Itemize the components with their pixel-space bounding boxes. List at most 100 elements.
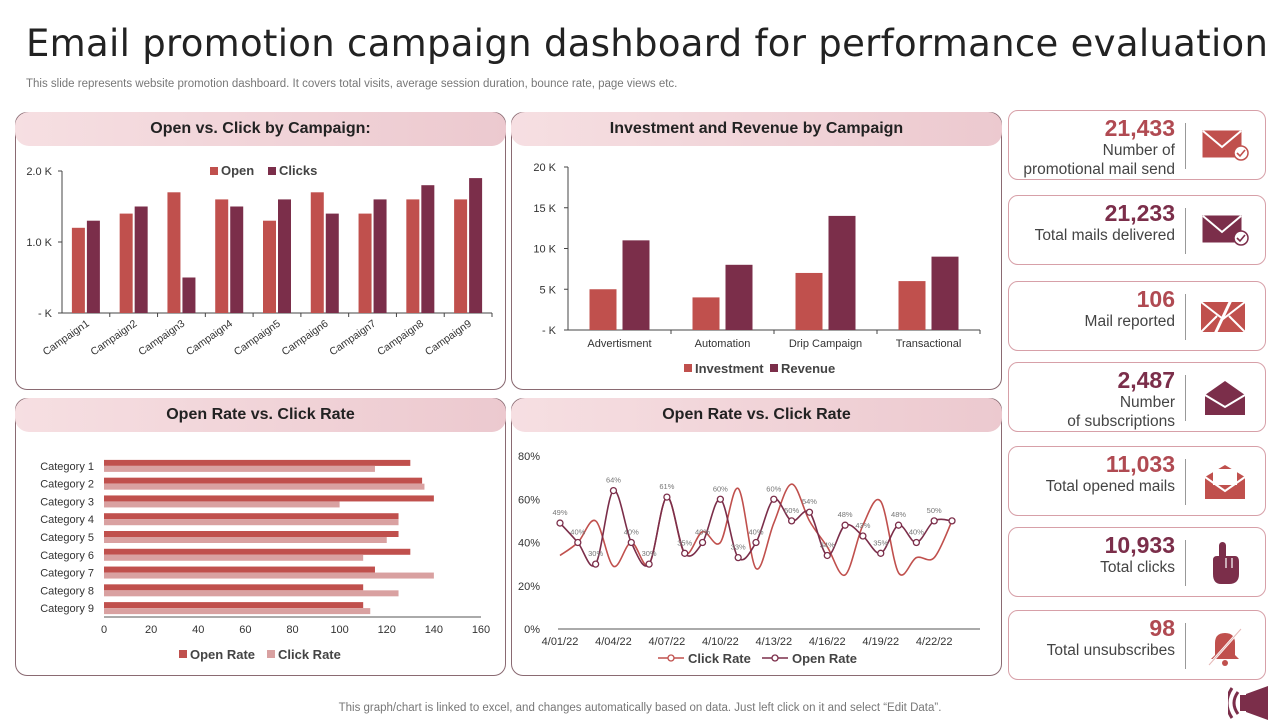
bar-open [119, 213, 133, 313]
open-rate-point [894, 521, 903, 529]
pointing-hand-icon [1213, 542, 1239, 584]
bar-click-rate [104, 590, 399, 597]
rate-line-chart[interactable]: 0% 20% 40% 60% 80% 4/01/22 4/04/22 4/07/22 4/10/… [512, 399, 1003, 677]
data-label: 61% [659, 482, 674, 491]
bar-revenue [931, 256, 959, 330]
kpi-label: Number [1119, 394, 1175, 411]
kpi-card[interactable]: 98 Total unsubscribes [1008, 610, 1266, 680]
bar-click-rate [104, 519, 399, 526]
bar-open [454, 199, 468, 313]
data-label: 35% [677, 538, 692, 547]
open-rate-point [823, 551, 831, 560]
y-tick-label: Category 4 [40, 514, 94, 526]
bar-revenue [725, 264, 753, 330]
x-tick-label: Campaign8 [375, 318, 426, 359]
y-tick-label: Category 2 [40, 479, 94, 491]
y-tick-label: - K [38, 308, 53, 320]
bar-open-rate [104, 459, 411, 466]
x-tick-label: Campaign4 [184, 318, 235, 359]
kpi-value: 2,487 [1117, 367, 1175, 393]
investment-revenue-chart[interactable]: - K 5 K 10 K 15 K 20 K Advertisment Automation… [512, 113, 1003, 391]
kpi-label: Total clicks [1100, 559, 1175, 576]
bar-open [263, 220, 276, 313]
line-open-rate [559, 489, 953, 567]
legend-label: Investment [695, 361, 764, 376]
x-tick-label: 40 [192, 624, 204, 636]
data-label: 54% [802, 497, 817, 506]
open-rate-point [734, 553, 742, 562]
bar-clicks [469, 178, 483, 313]
kpi-text: 21,233 Total mails delivered [1035, 200, 1175, 245]
x-tick-label: 4/19/22 [862, 636, 899, 648]
y-tick-label: Category 7 [40, 568, 94, 580]
x-tick-label: 100 [330, 624, 348, 636]
kpi-value: 10,933 [1104, 532, 1175, 558]
kpi-text: 2,487 Number of subscriptions [1067, 367, 1175, 431]
bar-click-rate [104, 554, 364, 561]
x-tick-label: Campaign6 [280, 318, 331, 359]
legend-marker [771, 654, 779, 662]
open-rate-point [912, 538, 921, 547]
bar-open [310, 192, 324, 313]
chart-panel-investment-revenue[interactable]: Investment and Revenue by Campaign - K 5 … [511, 112, 1002, 390]
open-rate-point [752, 538, 760, 547]
kpi-card[interactable]: 21,433 Number of promotional mail send [1008, 110, 1266, 180]
bar-open-rate [104, 477, 423, 484]
data-label: 48% [838, 510, 853, 519]
data-label: 34% [820, 540, 835, 549]
mail-check-icon [1202, 215, 1249, 246]
legend-label: Revenue [781, 361, 835, 376]
data-label: 40% [909, 528, 924, 537]
kpi-value: 98 [1149, 615, 1175, 641]
bar-open-rate [104, 513, 399, 520]
kpi-card[interactable]: 106 Mail reported [1008, 281, 1266, 351]
bar-investment [692, 297, 720, 330]
open-vs-click-chart[interactable]: - K 1.0 K 2.0 K Campaign1Campaign2Campaign3… [16, 113, 507, 391]
x-tick-label: 80 [286, 624, 298, 636]
bar-clicks [86, 220, 100, 313]
kpi-card[interactable]: 11,033 Total opened mails [1008, 446, 1266, 516]
open-rate-point [645, 560, 653, 568]
x-tick-label: Drip Campaign [789, 338, 862, 350]
data-label: 48% [891, 510, 906, 519]
kpi-card[interactable]: 21,233 Total mails delivered [1008, 195, 1266, 265]
chart-title: Open Rate vs. Click Rate [511, 398, 1002, 432]
mail-reported-icon [1200, 299, 1246, 335]
bar-open [358, 213, 372, 313]
legend-label: Open [221, 163, 254, 178]
legend-swatch [684, 364, 692, 372]
bar-clicks [182, 277, 196, 313]
kpi-text: 98 Total unsubscribes [1047, 615, 1175, 660]
chart-panel-rate-bars[interactable]: Open Rate vs. Click Rate 0 20 40 60 80 100 120… [15, 398, 506, 676]
x-tick-label: 60 [239, 624, 251, 636]
kpi-label: promotional mail send [1023, 161, 1175, 178]
legend-label: Open Rate [792, 651, 857, 666]
kpi-card[interactable]: 2,487 Number of subscriptions [1008, 362, 1266, 432]
open-rate-point [930, 517, 938, 525]
open-rate-point [770, 495, 778, 503]
data-label: 40% [695, 528, 710, 537]
open-rate-point [556, 519, 564, 527]
legend-label: Open Rate [190, 647, 255, 662]
kpi-value: 21,433 [1104, 115, 1175, 141]
x-tick-label: 20 [145, 624, 157, 636]
open-rate-point [805, 508, 814, 516]
kpi-label: Total unsubscribes [1046, 642, 1175, 659]
y-tick-label: 15 K [533, 203, 556, 215]
chart-panel-rate-lines[interactable]: Open Rate vs. Click Rate 0% 20% 40% 60% 80% 4… [511, 398, 1002, 676]
y-tick-label: Category 6 [40, 550, 94, 562]
kpi-label: Number of [1102, 142, 1175, 159]
y-tick-label: 40% [518, 538, 540, 550]
x-tick-label: 4/13/22 [755, 636, 792, 648]
rate-bar-chart[interactable]: 0 20 40 60 80 100 120 140 160 Category 1 Category … [16, 399, 507, 677]
kpi-card[interactable]: 10,933 Total clicks [1008, 527, 1266, 597]
x-tick-label: Automation [695, 338, 751, 350]
open-rate-point [627, 538, 635, 547]
chart-panel-open-vs-click[interactable]: Open vs. Click by Campaign: - K 1.0 K 2.0 … [15, 112, 506, 390]
x-tick-label: Campaign3 [136, 318, 187, 359]
x-tick-label: Campaign9 [423, 318, 474, 359]
open-rate-point [787, 517, 796, 525]
x-tick-label: 120 [378, 624, 396, 636]
y-tick-label: 5 K [539, 284, 556, 296]
bar-clicks [230, 206, 244, 313]
